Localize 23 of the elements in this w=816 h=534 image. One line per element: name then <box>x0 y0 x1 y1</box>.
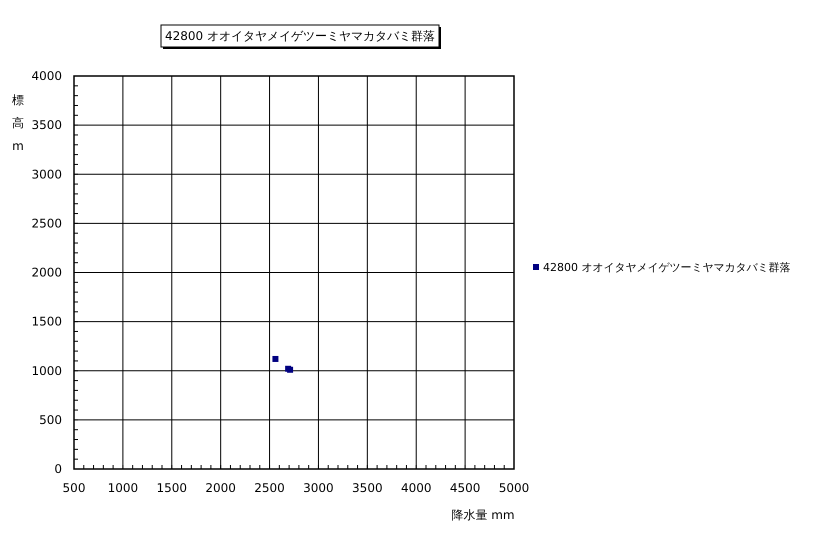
y-tick-label: 1000 <box>31 364 62 378</box>
y-tick-label: 3000 <box>31 167 62 182</box>
x-tick-label: 2500 <box>254 481 285 495</box>
x-tick-label: 1000 <box>108 481 138 495</box>
x-tick-label: 2000 <box>205 481 236 495</box>
y-tick-label: 2000 <box>31 266 62 280</box>
x-tick-label: 3000 <box>303 481 334 495</box>
x-tick-label: 500 <box>62 481 86 495</box>
x-tick-label: 3500 <box>352 481 383 495</box>
y-tick-label: 3500 <box>31 118 62 132</box>
y-tick-label: 0 <box>54 462 62 476</box>
y-tick-label: 2500 <box>31 216 62 230</box>
x-tick-label: 4500 <box>450 481 480 495</box>
y-tick-label: 1500 <box>31 314 62 329</box>
x-tick-label: 1500 <box>156 481 188 495</box>
chart-title: 42800 オオイタヤメイゲツーミヤマカタバミ群落 <box>165 29 435 43</box>
y-tick-label: 500 <box>39 412 62 427</box>
x-tick-label: 5000 <box>498 481 530 495</box>
x-tick-label: 4000 <box>400 481 432 495</box>
x-axis-title: 降水量 mm <box>451 508 515 522</box>
y-tick-label: 4000 <box>31 69 62 83</box>
y-axis-title: 標高m <box>12 93 24 153</box>
legend-label: 42800 オオイタヤメイゲツーミヤマカタバミ群落 <box>543 261 790 274</box>
